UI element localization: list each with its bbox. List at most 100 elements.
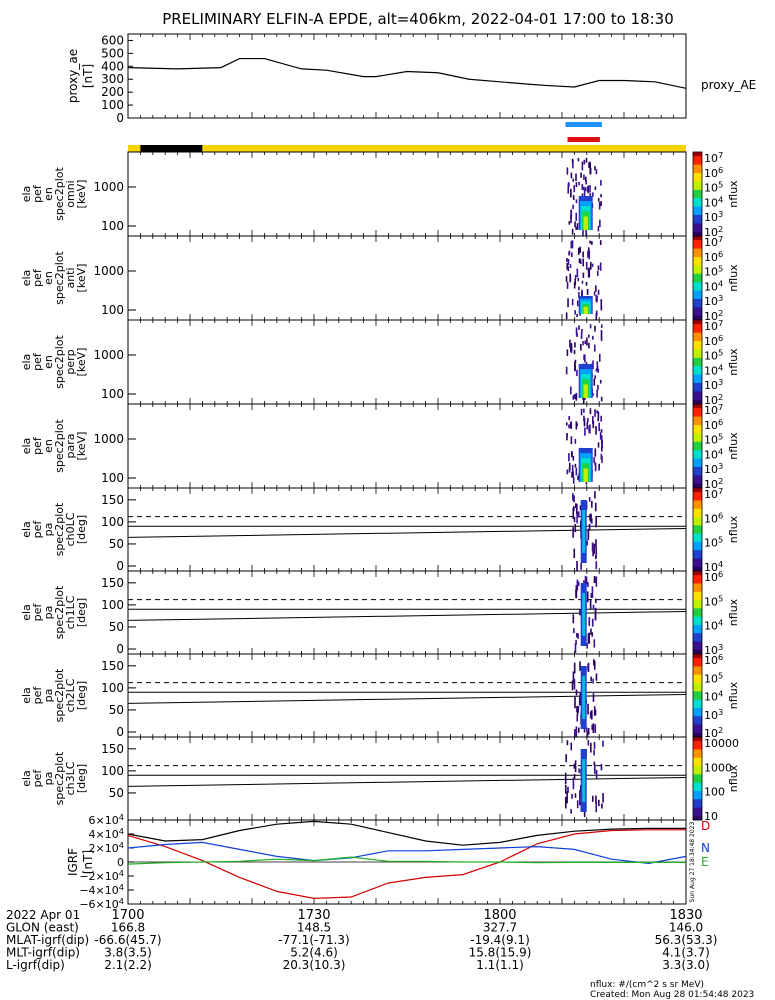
pa-spectrogram-pixel xyxy=(589,514,591,521)
colorbar-tick-label: 107 xyxy=(704,234,723,249)
spectrogram-pixel xyxy=(581,280,584,284)
spectrogram-pixel xyxy=(578,181,580,186)
colorbar-tick-label: 105 xyxy=(704,348,723,363)
spectrogram-y-label-line: pa xyxy=(42,523,55,537)
ae-y-axis-units: [nT] xyxy=(81,64,95,88)
spectrogram-pixel xyxy=(597,368,600,373)
spectrogram-pixel xyxy=(572,477,575,484)
colorbar-segment xyxy=(693,597,702,601)
spectrogram-pixel xyxy=(566,258,568,262)
spectrogram-pixel xyxy=(571,298,574,306)
time-tick-label: 1700 xyxy=(111,908,144,923)
pa-spectrogram-pixel xyxy=(585,576,588,585)
pa-spectrogram-pixel xyxy=(593,639,596,648)
colorbar-segment xyxy=(693,548,702,551)
spectrogram-y-label-line: ela xyxy=(20,770,33,787)
igrf-y-axis-label: IGRF xyxy=(66,848,80,876)
spectrogram-pixel xyxy=(599,379,602,384)
colorbar-segment xyxy=(693,766,702,769)
colorbar-segment xyxy=(693,697,702,701)
pa-spectrogram-pixel xyxy=(600,764,603,771)
pa-spectrogram-pixel xyxy=(593,543,596,554)
colorbar-segment xyxy=(693,387,702,390)
pa-spectrogram-pixel xyxy=(589,711,592,719)
orbit-row-value: 56.3(53.3) xyxy=(655,933,718,947)
colorbar-segment xyxy=(693,745,702,748)
pa-spectrogram-pixel xyxy=(572,493,574,501)
colorbar-tick-label: 106 xyxy=(704,249,723,264)
created-note: Created: Mon Aug 28 01:54:48 2023 xyxy=(590,990,754,1000)
colorbar-segment xyxy=(693,288,702,292)
energy-spectrogram-panel: 1000100elapefenspec2plotpara[keV]1071061… xyxy=(20,402,740,491)
spectrogram-y-label-line: [deg] xyxy=(75,681,88,710)
spectrogram-y-label-line: spec2plot xyxy=(53,167,66,221)
spectrogram-pixel xyxy=(593,457,595,464)
spectrogram-pixel xyxy=(600,429,603,433)
colorbar-segment xyxy=(693,691,702,694)
pa-y-tick-label: 100 xyxy=(101,515,124,529)
spectrogram-y-label-line: spec2plot xyxy=(53,502,66,556)
colorbar-segment xyxy=(693,309,702,313)
colorbar-segment xyxy=(693,649,702,653)
spectrogram-y-label-line: pa xyxy=(42,772,55,786)
colorbar-segment xyxy=(693,435,702,439)
spectrogram-pixel xyxy=(568,453,570,462)
colorbar-segment xyxy=(693,187,702,191)
colorbar-segment xyxy=(693,366,702,369)
spectrogram-pixel xyxy=(581,291,583,300)
spectrogram-y-label-line: ela xyxy=(20,521,33,538)
colorbar-segment xyxy=(693,560,702,564)
orbit-row-value: 327.7 xyxy=(483,921,517,935)
colorbar-frame xyxy=(692,736,703,821)
spectrogram-y-label-line: [keV] xyxy=(75,432,88,461)
colorbar-segment xyxy=(693,257,702,260)
pa-spectrogram-pixel xyxy=(593,764,596,774)
spectrogram-pixel xyxy=(588,250,591,260)
pa-spectrogram-pixel xyxy=(564,772,567,782)
colorbar-segment xyxy=(693,710,702,713)
colorbar-segment xyxy=(693,439,702,443)
pa-spectrogram-pixel xyxy=(586,540,588,546)
spectrogram-pixel xyxy=(599,219,601,228)
colorbar-segment xyxy=(693,322,702,325)
spectrogram-pixel xyxy=(599,240,602,246)
colorbar-tick-label: 100 xyxy=(704,786,725,799)
colorbar-tick-label: 106 xyxy=(704,417,723,432)
colorbar-segment xyxy=(693,504,702,508)
spectrogram-pixel xyxy=(583,354,585,361)
colorbar-segment xyxy=(693,231,702,235)
pa-spectrogram-pixel xyxy=(564,784,567,794)
spectrogram-pixel xyxy=(596,361,599,370)
spectrogram-y-label-line: ch2LC xyxy=(64,678,77,712)
colorbar-segment xyxy=(693,332,702,336)
energy-y-tick-label: 100 xyxy=(101,219,124,233)
colorbar-segment xyxy=(693,292,702,296)
spectrogram-y-label-line: ela xyxy=(20,604,33,621)
colorbar-segment xyxy=(693,227,702,231)
spectrogram-pixel xyxy=(574,463,577,468)
colorbar-segment xyxy=(693,641,702,645)
colorbar-segment xyxy=(693,527,702,530)
colorbar-segment xyxy=(693,512,702,516)
spectrogram-pixel xyxy=(582,251,584,258)
spectrogram-pixel xyxy=(565,276,568,282)
spectrogram-pixel xyxy=(570,214,572,224)
spectrogram-pixel xyxy=(565,422,568,426)
colorbar-segment xyxy=(693,244,702,247)
colorbar-segment xyxy=(693,349,702,352)
ae-y-tick-label: 100 xyxy=(101,98,124,112)
colorbar-segment xyxy=(693,782,702,786)
spectrogram-pixel xyxy=(567,259,570,265)
colorbar-segment xyxy=(693,631,702,634)
colorbar-segment xyxy=(693,707,702,711)
colorbar-segment xyxy=(693,612,702,616)
spectrogram-pixel xyxy=(576,223,579,230)
igrf-series-total xyxy=(127,820,686,846)
colorbar-segment xyxy=(693,683,702,686)
spectrogram-pixel xyxy=(575,212,578,221)
pa-spectrogram-pixel xyxy=(576,560,578,571)
spectrogram-pixel xyxy=(595,310,598,317)
pa-spectrogram-pixel xyxy=(586,591,589,602)
colorbar-segment xyxy=(693,383,702,386)
colorbar-segment xyxy=(693,647,702,651)
